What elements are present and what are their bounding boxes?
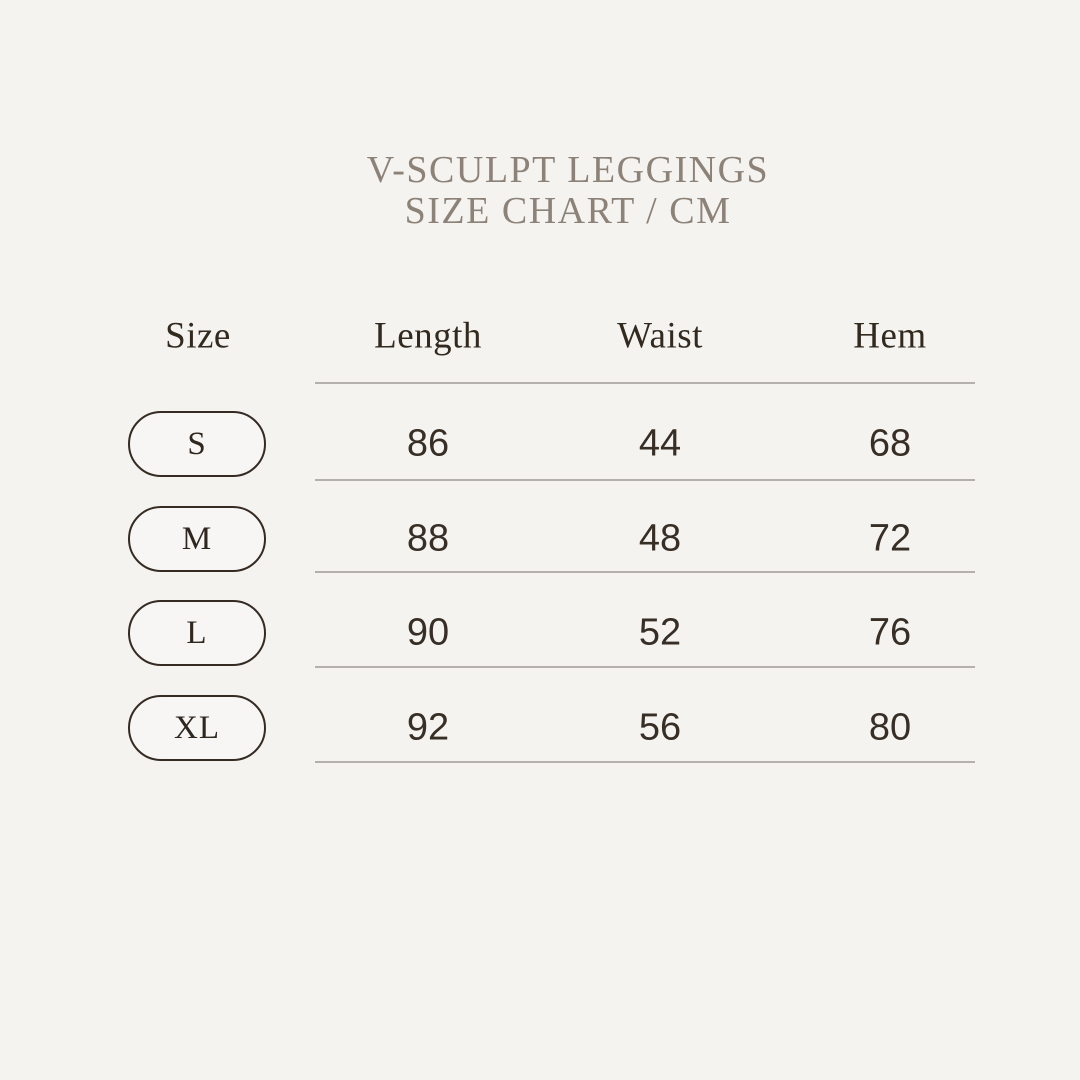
divider-line: [315, 479, 975, 481]
divider-line: [315, 382, 975, 384]
column-header-hem: Hem: [853, 315, 927, 357]
size-badge-label: L: [186, 614, 208, 651]
divider-line: [315, 571, 975, 573]
table-cell-hem: 80: [868, 706, 912, 749]
table-cell-waist: 44: [638, 422, 682, 465]
size-badge-label: S: [187, 425, 207, 462]
table-cell-hem: 68: [868, 422, 912, 465]
column-header-size: Size: [165, 315, 231, 357]
table-cell-length: 90: [406, 611, 450, 654]
size-badge-m: M: [128, 506, 266, 572]
page-title-line2: SIZE CHART / CM: [404, 190, 732, 232]
table-cell-waist: 52: [638, 611, 682, 654]
table-cell-hem: 72: [868, 517, 912, 560]
size-badge-xl: XL: [128, 695, 266, 761]
table-cell-hem: 76: [868, 611, 912, 654]
divider-line: [315, 761, 975, 763]
divider-line: [315, 666, 975, 668]
table-cell-length: 86: [406, 422, 450, 465]
table-cell-length: 92: [406, 706, 450, 749]
page-title-line1: V-SCULPT LEGGINGS: [366, 149, 770, 191]
size-badge-s: S: [128, 411, 266, 477]
page-title: V-SCULPT LEGGINGS SIZE CHART / CM: [367, 150, 769, 232]
table-cell-waist: 48: [638, 517, 682, 560]
column-header-waist: Waist: [617, 315, 703, 357]
size-badge-label: XL: [174, 709, 220, 746]
column-header-length: Length: [374, 315, 482, 357]
size-badge-label: M: [181, 520, 213, 557]
table-cell-length: 88: [406, 517, 450, 560]
table-cell-waist: 56: [638, 706, 682, 749]
size-badge-l: L: [128, 600, 266, 666]
